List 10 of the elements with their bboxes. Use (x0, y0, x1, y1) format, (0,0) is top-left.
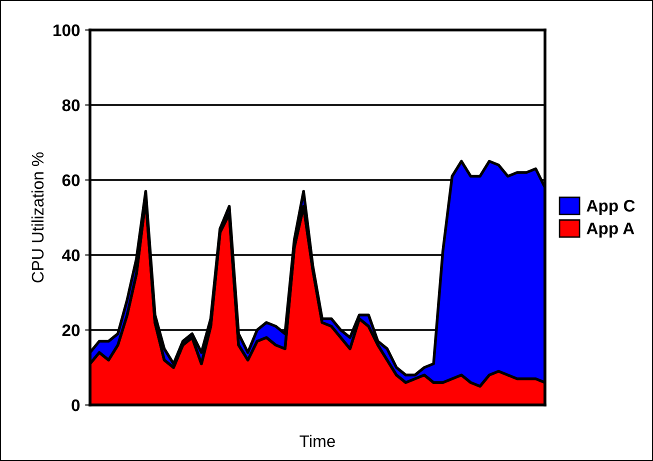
y-tick-label: 60 (62, 174, 80, 186)
legend-label: App C (586, 200, 635, 215)
y-tick-label: 80 (62, 99, 80, 112)
y-tick-label: 100 (54, 24, 80, 36)
legend-label: App A (586, 222, 634, 238)
y-tick-label: 0 (72, 399, 80, 412)
x-axis-title: Time (300, 434, 335, 448)
y-tick-label: 40 (62, 249, 80, 262)
y-axis-title: CPU Utilization % (31, 152, 44, 282)
y-tick-label: 20 (62, 324, 80, 336)
